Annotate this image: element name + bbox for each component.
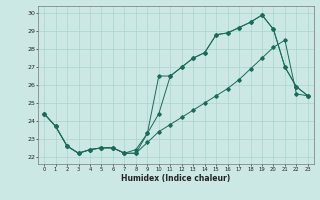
X-axis label: Humidex (Indice chaleur): Humidex (Indice chaleur) bbox=[121, 174, 231, 183]
